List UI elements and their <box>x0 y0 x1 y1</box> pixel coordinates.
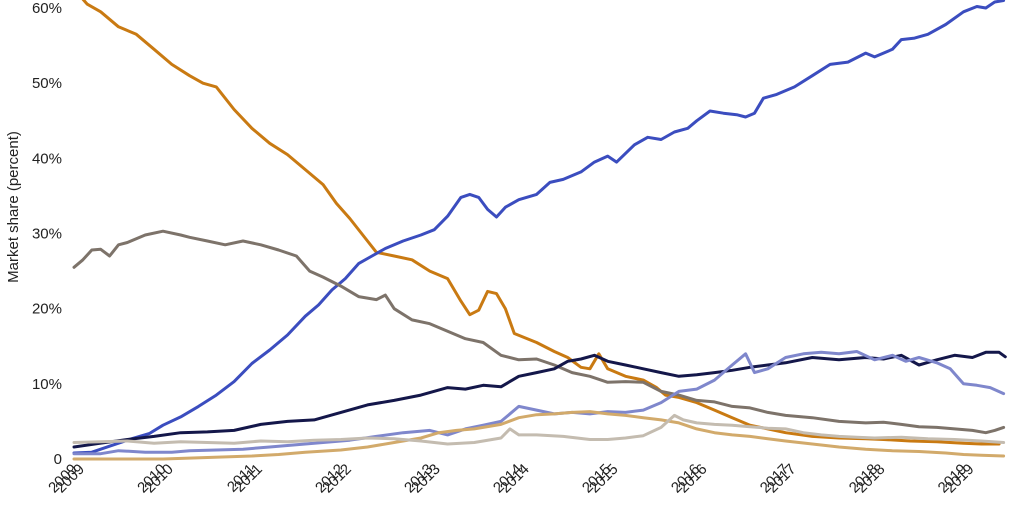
y-tick-label: 30% <box>32 226 62 243</box>
x-tick-label: 2014 <box>497 461 533 497</box>
y-tick-label: 50% <box>32 75 62 92</box>
x-tick-label: 2019 <box>942 461 978 497</box>
series-line-3 <box>72 229 1006 435</box>
x-tick-label: 2017 <box>764 461 800 497</box>
y-tick-label: 40% <box>32 150 62 167</box>
x-tick-label: 2012 <box>319 461 355 497</box>
series-line-4 <box>72 350 1007 449</box>
x-tick-label: 2016 <box>675 461 711 497</box>
series-line-1 <box>81 0 1001 446</box>
y-tick-label: 60% <box>32 0 62 17</box>
series-line-7 <box>72 413 1006 446</box>
x-tick-label: 2013 <box>408 461 444 497</box>
series-line-5 <box>72 350 1006 456</box>
series-layer <box>72 0 1007 461</box>
y-axis: 0 10% 20% 30% 40% 50% 60% <box>32 0 62 468</box>
series-line-2 <box>72 0 1006 455</box>
y-axis-label: Market share (percent) <box>5 131 22 283</box>
y-tick-label: 10% <box>32 376 62 393</box>
series-line-6 <box>72 410 1006 461</box>
x-tick-label: 2018 <box>853 461 889 497</box>
y-tick-label: 0 <box>54 451 62 468</box>
x-tick-label: 2010 <box>141 461 177 497</box>
x-tick-label: 2015 <box>586 461 622 497</box>
y-tick-label: 20% <box>32 301 62 318</box>
